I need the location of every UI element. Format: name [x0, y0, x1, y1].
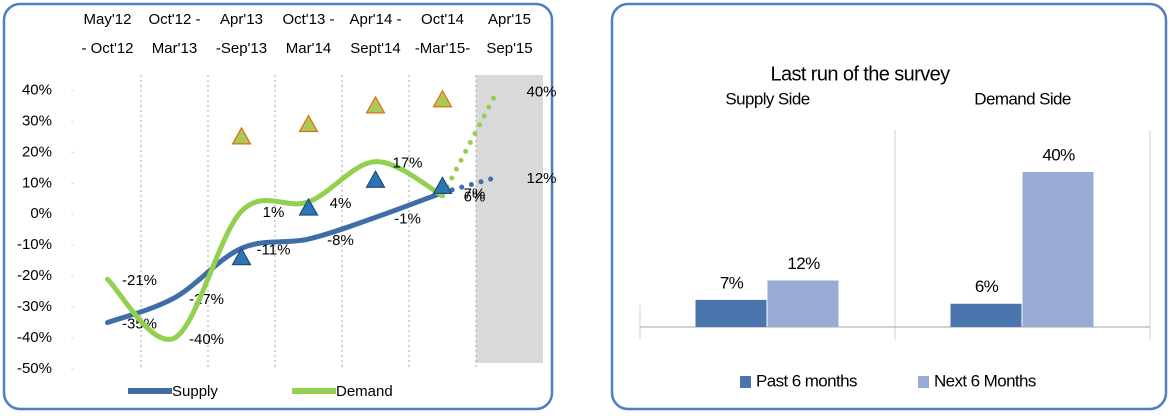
data-label: 4%: [330, 195, 352, 212]
data-label: -40%: [189, 331, 224, 348]
x-tick-label: -Mar'15-: [415, 40, 470, 57]
data-label: 7%: [464, 186, 486, 203]
y-tick-label: 30%: [22, 112, 52, 129]
data-label: 40%: [1042, 145, 1075, 164]
data-label: 17%: [392, 155, 422, 172]
x-tick-label: Oct'14: [421, 11, 464, 28]
y-tick-label: 0%: [30, 205, 52, 222]
legend-label: Next 6 Months: [934, 371, 1036, 390]
y-tick-label: -10%: [17, 236, 52, 253]
legend-label: Past 6 months: [756, 371, 857, 390]
data-label: 6%: [464, 189, 486, 206]
x-tick-label: Apr'14 -: [349, 11, 401, 28]
data-label: -1%: [394, 210, 421, 227]
series-line: [105, 190, 445, 326]
x-tick-label: - Oct'12: [81, 40, 133, 57]
triangle-marker: [365, 169, 386, 188]
x-tick-label: Sep'15: [486, 40, 532, 57]
line-chart: May'12 - Oct'12 Oct'12 - Mar'13 Apr'13 -Sep'1…: [17, 11, 557, 400]
category-label: Supply Side: [725, 89, 809, 108]
legend-label: Demand: [336, 383, 393, 400]
y-tick-label: -40%: [17, 329, 52, 346]
chart-title: Last run of the survey: [770, 63, 950, 85]
series-line: [105, 159, 445, 342]
y-tick-label: -20%: [17, 267, 52, 284]
x-tick-label: -Sep'13: [216, 40, 267, 57]
y-tick-label: -30%: [17, 298, 52, 315]
data-label: 12%: [787, 254, 820, 273]
bar: [950, 303, 1022, 327]
x-tick-label: Sept'14: [350, 40, 400, 57]
legend-swatch: [740, 376, 751, 388]
bar-chart: Last run of the survey Supply Side Demand…: [639, 63, 1151, 390]
data-label: 6%: [975, 277, 999, 296]
triangle-marker: [231, 247, 252, 266]
x-tick-label: May'12: [84, 11, 132, 28]
bar: [1022, 172, 1094, 327]
x-tick-label: Apr'13: [220, 11, 263, 28]
x-tick-label: Mar'14: [286, 40, 331, 57]
data-label: -8%: [327, 232, 354, 249]
forecast-line: [440, 174, 500, 196]
data-label: 12%: [526, 170, 556, 187]
triangle-marker: [298, 197, 319, 216]
category-label: Demand Side: [974, 89, 1071, 108]
legend-swatch: [918, 376, 929, 388]
data-label: 40%: [526, 83, 556, 100]
triangle-marker: [231, 126, 252, 145]
y-tick-label: 40%: [22, 81, 52, 98]
triangle-marker: [365, 95, 386, 114]
y-tick-label: -50%: [17, 360, 52, 377]
data-label: -11%: [257, 241, 291, 258]
bar: [695, 299, 767, 327]
x-tick-label: Mar'13: [152, 40, 197, 57]
x-tick-label: Apr'15: [488, 11, 531, 28]
data-label: 1%: [263, 204, 285, 221]
legend-label: Supply: [172, 383, 218, 400]
triangle-marker: [432, 89, 453, 108]
y-tick-label: 10%: [22, 174, 52, 191]
triangle-marker: [432, 176, 453, 195]
data-label: -21%: [122, 272, 157, 289]
x-tick-label: Oct'13 -: [282, 11, 334, 28]
data-label: 7%: [720, 273, 744, 292]
x-tick-label: Oct'12 -: [148, 11, 200, 28]
bar: [767, 280, 839, 327]
forecast-shade: [476, 75, 543, 363]
y-tick-label: 20%: [22, 143, 52, 160]
triangle-marker: [298, 114, 319, 133]
forecast-line: [440, 87, 500, 199]
